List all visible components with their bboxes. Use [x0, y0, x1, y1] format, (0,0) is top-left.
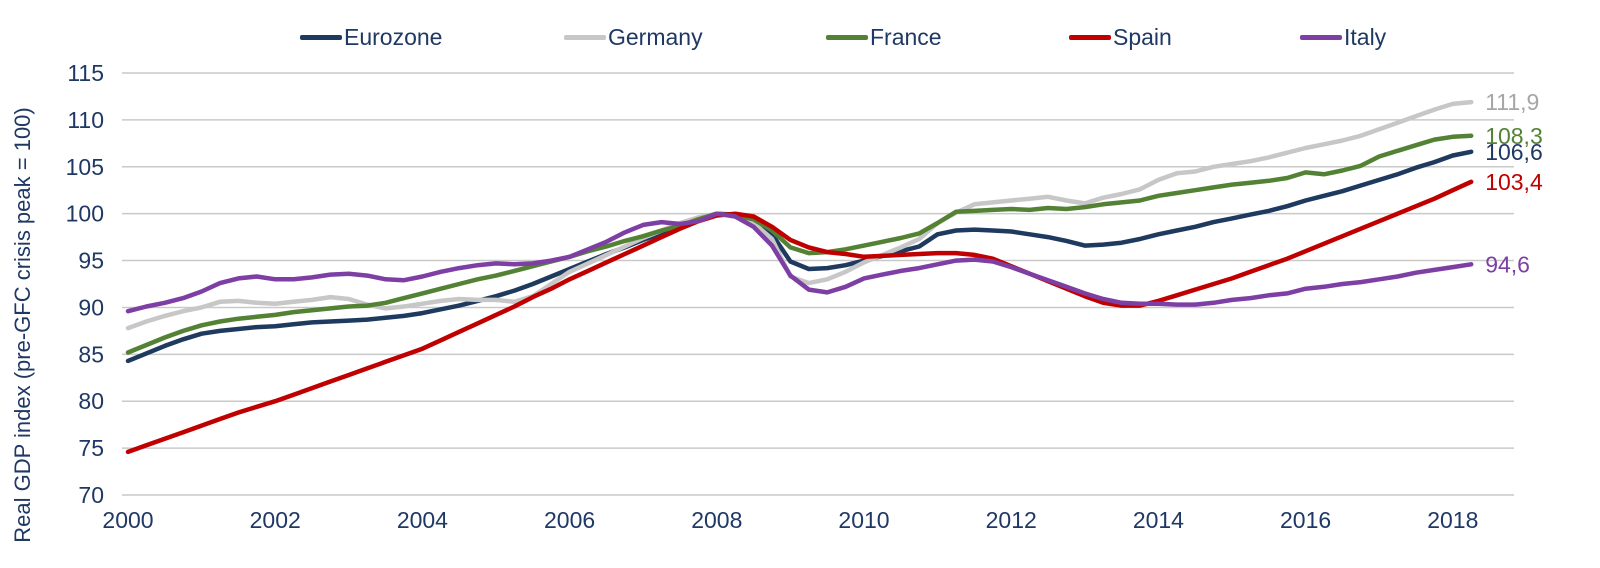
- series-lines-layer: [125, 99, 1474, 455]
- y-tick-label-100: 100: [66, 201, 104, 227]
- series-line-italy: [125, 211, 1474, 314]
- series-end-label-spain: 103,4: [1485, 169, 1543, 195]
- series-end-label-germany: 111,9: [1485, 89, 1539, 115]
- y-tick-label-85: 85: [78, 341, 104, 367]
- y-tick-label-115: 115: [67, 60, 104, 86]
- y-tick-label-95: 95: [78, 248, 104, 274]
- legend-line-swatch-spain: [1069, 34, 1111, 40]
- x-tick-label-2014: 2014: [1133, 507, 1184, 533]
- x-tick-label-2002: 2002: [250, 507, 301, 533]
- legend-item-italy: Italy: [1300, 24, 1386, 50]
- legend-label-france: France: [870, 23, 942, 50]
- y-tick-label-70: 70: [78, 482, 104, 508]
- y-tick-label-80: 80: [78, 388, 104, 414]
- x-tick-label-2004: 2004: [397, 507, 448, 533]
- legend-item-germany: Germany: [564, 24, 703, 50]
- series-line-spain: [125, 179, 1474, 455]
- series-line-france: [125, 133, 1474, 355]
- x-tick-label-2010: 2010: [838, 507, 889, 533]
- legend-label-italy: Italy: [1344, 23, 1387, 50]
- series-end-label-italy: 94,6: [1485, 251, 1530, 277]
- y-tick-label-75: 75: [78, 435, 104, 461]
- legend-item-eurozone: Eurozone: [300, 24, 442, 50]
- x-tick-label-2000: 2000: [102, 507, 153, 533]
- x-tick-label-2012: 2012: [986, 507, 1037, 533]
- series-end-labels-layer: 106,6 111,9 108,3 103,4 94,6: [1485, 89, 1543, 277]
- series-end-label-france: 108,3: [1485, 123, 1543, 149]
- y-tick-label-110: 110: [67, 107, 104, 133]
- legend-line-swatch-italy: [1300, 34, 1342, 40]
- x-axis-tick-labels: 2000 2002 2004 2006 2008 2010 2012 2014 2016 2018: [102, 507, 1478, 533]
- y-tick-label-90: 90: [78, 294, 104, 320]
- legend-label-germany: Germany: [608, 23, 703, 50]
- x-tick-label-2016: 2016: [1280, 507, 1331, 533]
- series-end-label-eurozone: 106,6: [1485, 139, 1543, 165]
- x-tick-label-2018: 2018: [1427, 507, 1478, 533]
- gridlines-layer: [122, 72, 1514, 496]
- y-axis-title: Real GDP index (pre-GFC crisis peak = 10…: [10, 107, 35, 542]
- legend-label-eurozone: Eurozone: [344, 23, 443, 50]
- legend-item-spain: Spain: [1069, 24, 1172, 50]
- series-line-eurozone: [125, 149, 1474, 364]
- x-tick-label-2008: 2008: [691, 507, 742, 533]
- y-axis-tick-labels: 70 75 80 85 90 95 100 105 110 115: [66, 60, 104, 508]
- legend-line-swatch-eurozone: [300, 34, 342, 40]
- legend-line-swatch-france: [826, 34, 868, 40]
- x-tick-label-2006: 2006: [544, 507, 595, 533]
- legend-label-spain: Spain: [1113, 23, 1172, 50]
- chart-legend: Eurozone Germany France Spain Italy: [0, 24, 1600, 50]
- y-tick-label-105: 105: [66, 154, 104, 180]
- legend-item-france: France: [826, 24, 942, 50]
- legend-line-swatch-germany: [564, 34, 606, 40]
